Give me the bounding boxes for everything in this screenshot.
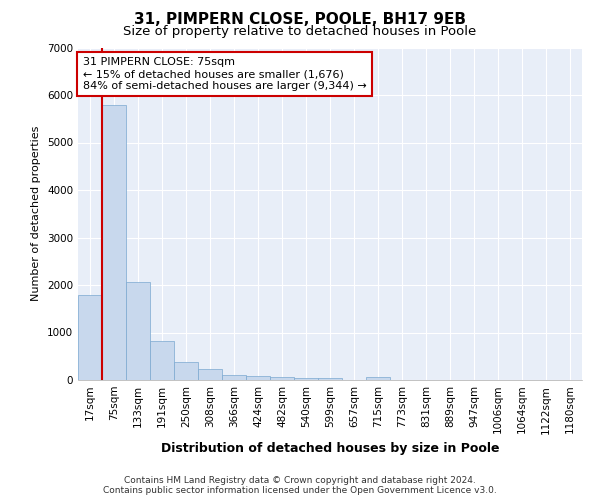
- Bar: [294, 378, 318, 380]
- Text: Contains HM Land Registry data © Crown copyright and database right 2024.
Contai: Contains HM Land Registry data © Crown c…: [103, 476, 497, 495]
- Bar: [366, 377, 390, 380]
- Bar: [222, 375, 246, 380]
- Y-axis label: Number of detached properties: Number of detached properties: [31, 126, 41, 302]
- Bar: [78, 296, 102, 380]
- Bar: [270, 377, 294, 380]
- Text: Size of property relative to detached houses in Poole: Size of property relative to detached ho…: [124, 25, 476, 38]
- Text: 31 PIMPERN CLOSE: 75sqm
← 15% of detached houses are smaller (1,676)
84% of semi: 31 PIMPERN CLOSE: 75sqm ← 15% of detache…: [83, 58, 367, 90]
- Bar: [150, 340, 174, 380]
- X-axis label: Distribution of detached houses by size in Poole: Distribution of detached houses by size …: [161, 442, 499, 455]
- Text: 31, PIMPERN CLOSE, POOLE, BH17 9EB: 31, PIMPERN CLOSE, POOLE, BH17 9EB: [134, 12, 466, 28]
- Bar: [198, 369, 222, 380]
- Bar: [174, 362, 198, 380]
- Bar: [126, 282, 150, 380]
- Bar: [102, 106, 126, 380]
- Bar: [318, 378, 342, 380]
- Bar: [246, 376, 270, 380]
